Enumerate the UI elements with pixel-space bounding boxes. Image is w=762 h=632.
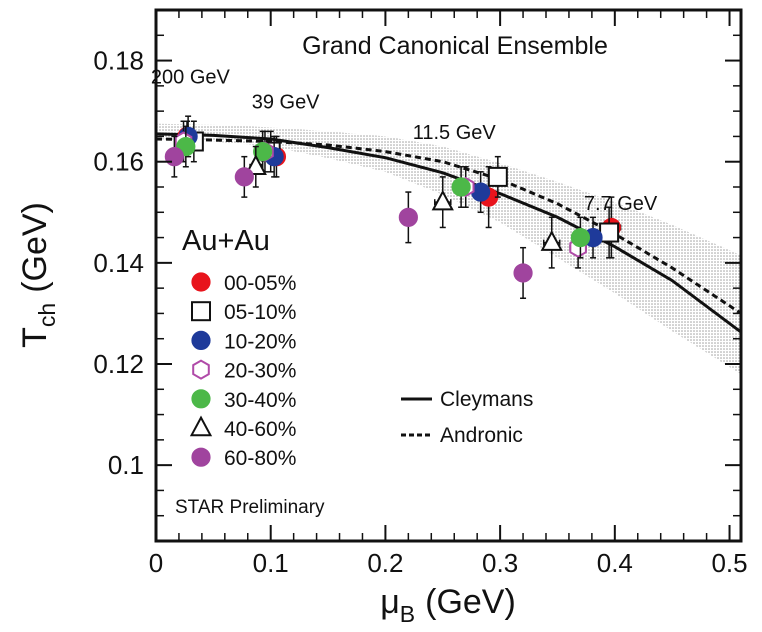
- y-tick-label: 0.16: [93, 147, 144, 177]
- legend-label: 20-30%: [224, 360, 296, 383]
- legend-label: 60-80%: [224, 447, 296, 470]
- model-legend-andronic: Andronic: [401, 424, 523, 447]
- legend-label: Cleymans: [440, 388, 533, 411]
- legend-item-00-05: 00-05%: [191, 272, 296, 295]
- energy-label: 39 GeV: [252, 92, 320, 114]
- axis-ticks-layer: 0 0.1 0.2 0.3 0.4 0.5 0.1 0.12 0.14 0.16 0.18: [93, 9, 748, 578]
- y-tick-label: 0.12: [93, 349, 144, 379]
- y-tick-label: 0.14: [93, 248, 144, 278]
- y-axis-label-main: T: [16, 327, 54, 348]
- legend-marker: [191, 330, 211, 350]
- model-legend: Cleymans Andronic: [401, 388, 533, 447]
- data-point-60-80: [234, 167, 254, 187]
- y-axis-label-sub: ch: [34, 303, 60, 327]
- energy-label: 7.7 GeV: [584, 193, 658, 215]
- data-point-40-60: [431, 189, 454, 211]
- preliminary-label: STAR Preliminary: [175, 497, 325, 518]
- legend-label: Andronic: [440, 424, 523, 447]
- energy-labels-layer: 200 GeV 39 GeV 11.5 GeV 7.7 GeV: [151, 66, 658, 214]
- x-tick-label: 0: [149, 548, 163, 578]
- x-axis-label-unit: (GeV): [425, 583, 516, 621]
- x-tick-label: 0.4: [597, 548, 633, 578]
- system-label: Au+Au: [182, 225, 270, 257]
- legend-marker: [191, 301, 211, 322]
- series-60-80: [164, 135, 533, 300]
- data-point-40-60: [244, 154, 267, 175]
- legend-item-10-20: 10-20%: [191, 330, 296, 353]
- model-legend-cleymans: Cleymans: [401, 388, 533, 411]
- energy-label: 11.5 GeV: [413, 122, 497, 144]
- legend-marker: [191, 447, 211, 467]
- y-tick-label: 0.18: [93, 46, 144, 76]
- legend-label: 10-20%: [224, 330, 296, 353]
- x-tick-label: 0.2: [367, 548, 403, 578]
- series-40-60: [244, 145, 563, 269]
- data-point-60-80: [398, 207, 418, 227]
- chart-title: Grand Canonical Ensemble: [302, 32, 608, 60]
- legend-label: 05-10%: [224, 301, 296, 324]
- data-point-60-80: [164, 147, 184, 167]
- y-axis-label: Tch (GeV): [16, 202, 60, 348]
- legend-label: 00-05%: [224, 272, 296, 295]
- x-axis-label-sub: B: [400, 601, 415, 627]
- x-axis-label: μB (GeV): [380, 583, 516, 627]
- x-tick-label: 0.1: [253, 548, 289, 578]
- y-axis-label-unit: (GeV): [16, 202, 54, 293]
- legend-item-30-40: 30-40%: [191, 389, 296, 412]
- legend-marker: [189, 415, 213, 437]
- data-point-30-40: [451, 177, 471, 197]
- model-curves-layer: [156, 132, 741, 334]
- curve-cleymans: [156, 132, 741, 334]
- data-point-30-40: [570, 227, 591, 248]
- legend-label: 40-60%: [224, 418, 296, 441]
- legend-item-05-10: 05-10%: [191, 301, 296, 324]
- x-tick-label: 0.5: [711, 548, 747, 578]
- energy-label: 200 GeV: [151, 66, 231, 88]
- legend-label: 30-40%: [224, 389, 296, 412]
- data-point-60-80: [513, 263, 533, 283]
- data-point-05-10: [599, 222, 620, 243]
- centrality-legend: 00-05% 05-10% 10-20% 20-30% 30-40% 40-60% 60-8…: [189, 272, 296, 470]
- legend-marker: [191, 272, 211, 292]
- data-points-layer: [164, 115, 622, 300]
- plot-frame: [154, 8, 743, 543]
- y-tick-label: 0.1: [108, 450, 144, 480]
- legend-marker: [191, 389, 211, 409]
- x-tick-label: 0.3: [482, 548, 518, 578]
- series-30-40: [176, 125, 591, 259]
- legend-item-60-80: 60-80%: [191, 447, 296, 470]
- data-point-05-10: [487, 166, 508, 187]
- x-axis-label-main: μ: [380, 583, 400, 621]
- data-point-40-60: [540, 230, 563, 251]
- legend-item-40-60: 40-60%: [189, 415, 296, 441]
- curve-andronic: [156, 137, 741, 315]
- legend-marker: [192, 359, 210, 380]
- legend-item-20-30: 20-30%: [192, 359, 296, 383]
